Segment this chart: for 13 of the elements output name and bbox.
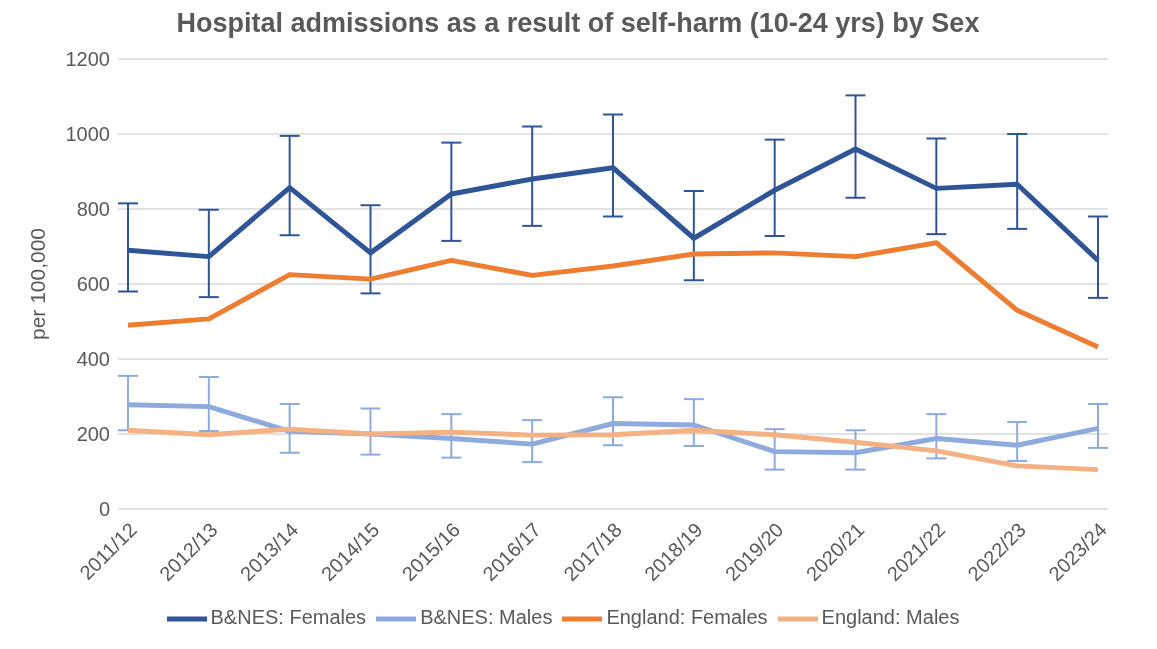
y-tick-label: 600 — [76, 273, 110, 296]
legend-label: England: Females — [606, 606, 768, 629]
y-tick-label: 200 — [76, 423, 110, 446]
y-tick-label: 400 — [76, 348, 110, 371]
legend-label: B&NES: Females — [210, 606, 367, 629]
y-tick-label: 800 — [76, 198, 110, 221]
chart-title: Hospital admissions as a result of self-harm (10-24 yrs) by Sex — [175, 8, 981, 39]
y-axis-title: per 100,000 — [26, 227, 50, 341]
y-tick-label: 1000 — [65, 123, 110, 146]
y-tick-label: 1200 — [65, 48, 110, 71]
legend-label: B&NES: Males — [420, 606, 553, 629]
y-tick-label: 0 — [98, 498, 110, 521]
legend-label: England: Males — [821, 606, 960, 629]
